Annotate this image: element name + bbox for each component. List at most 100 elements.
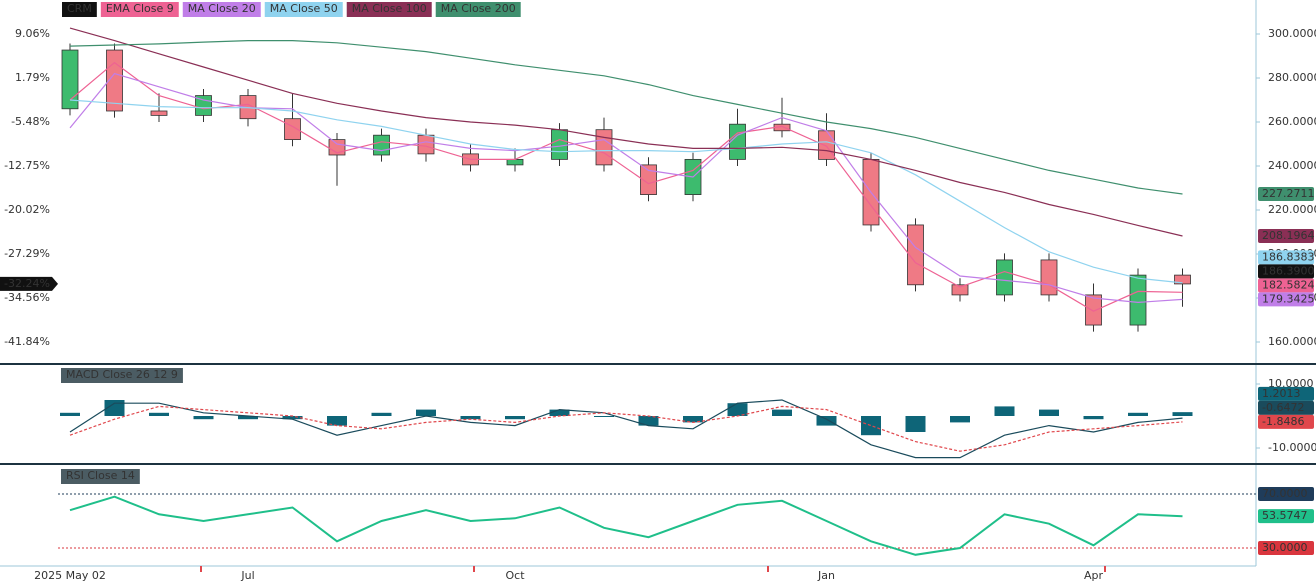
y2-tick-label: -5.48% (11, 115, 50, 128)
legend-chip (100, 2, 179, 17)
candle-body (150, 110, 168, 116)
price-tag-label: 186.8383 (1262, 250, 1315, 263)
y-tick-label: 280.0000 (1268, 71, 1316, 84)
y-tick-label: -10.0000 (1268, 441, 1316, 454)
macd-histogram-bar (371, 412, 392, 416)
x-tick-label: 2025 May 02 (34, 569, 106, 582)
macd-histogram-bar (861, 415, 881, 436)
y2-tick-label: -34.56% (4, 291, 50, 304)
y-tick-label: 260.0000 (1268, 115, 1316, 128)
candle-body (61, 49, 79, 110)
macd-histogram-bar (594, 415, 614, 417)
macd-line (69, 405, 1183, 452)
pane-title-box (61, 368, 183, 383)
price-tag (1258, 278, 1314, 293)
price-tag-label: -1.8486 (1262, 415, 1304, 428)
macd-histogram-bar (950, 415, 970, 423)
macd-line (69, 399, 1183, 459)
macd-histogram-bar (683, 415, 703, 423)
macd-histogram-bar (816, 415, 837, 426)
pane-title: RSI Close 14 (66, 469, 135, 482)
macd-histogram-bar (1083, 415, 1104, 420)
macd-histogram-bar (1128, 412, 1148, 416)
candle-body (551, 129, 568, 160)
macd-histogram-bar (282, 415, 303, 420)
price-tag (1258, 509, 1314, 524)
change-tag (0, 276, 58, 291)
rsi-line (69, 495, 1183, 556)
legend-label: MA Close 20 (188, 2, 256, 15)
x-tick-label: Apr (1084, 569, 1104, 582)
candle-body (1085, 294, 1102, 326)
candle-body (506, 158, 524, 166)
macd-histogram-bar (994, 406, 1015, 416)
price-tag (1258, 186, 1314, 201)
price-tag (1258, 250, 1314, 265)
candle-body (1040, 259, 1058, 296)
y2-tick-label: -12.75% (4, 159, 50, 172)
legend-chip (435, 2, 521, 17)
macd-histogram-bar (416, 409, 436, 416)
macd-histogram-bar (1039, 409, 1059, 416)
price-tag (1258, 228, 1314, 243)
macd-histogram-bar (727, 403, 748, 416)
candle-body (595, 129, 613, 166)
macd-histogram-bar (905, 415, 926, 432)
price-tag-label: -0.6472 (1262, 401, 1304, 414)
candle-body (417, 134, 435, 155)
candle-body (373, 134, 390, 156)
candle-body (907, 224, 924, 286)
y-tick-label: 160.0000 (1268, 335, 1316, 348)
legend-chip (346, 2, 432, 17)
y-tick-label: 30.0000 (1262, 541, 1308, 554)
y-tick-label: 70.0000 (1262, 487, 1308, 500)
macd-histogram-bar (238, 415, 258, 420)
price-tag (1258, 414, 1314, 429)
macd-histogram-bar (549, 409, 570, 416)
legend-chip (62, 2, 97, 17)
macd-histogram-bar (327, 415, 347, 426)
price-tag-label: 186.3900 (1262, 264, 1315, 277)
y-tick-label: 220.0000 (1268, 203, 1316, 216)
price-tag (1258, 264, 1314, 279)
y2-tick-label: -41.84% (4, 335, 50, 348)
macd-histogram-bar (505, 415, 525, 420)
ma-line (69, 27, 1183, 237)
candle-body (729, 123, 746, 160)
candle-body (818, 130, 835, 160)
macd-histogram-bar (104, 400, 125, 416)
price-tag-label: 179.3425 (1262, 292, 1315, 305)
price-tag (1258, 386, 1314, 401)
macd-histogram-bar (772, 409, 792, 416)
candle-body (951, 284, 969, 296)
ma-line (69, 40, 1183, 195)
pane-title: MACD Close 26 12 9 (66, 368, 178, 381)
price-tag-label: 1.2013 (1262, 387, 1301, 400)
y-tick-label: 240.0000 (1268, 159, 1316, 172)
y2-tick-label: 9.06% (15, 27, 50, 40)
candle-body (640, 164, 657, 195)
macd-histogram-bar (149, 412, 169, 416)
legend-chip (182, 2, 261, 17)
y2-tick-label: -20.02% (4, 203, 50, 216)
price-tag (1258, 486, 1314, 501)
macd-histogram-bar (60, 412, 80, 416)
x-tick-label: Jan (817, 569, 835, 582)
pane-title-box (61, 469, 140, 484)
price-tag-label: 208.1964 (1262, 229, 1315, 242)
price-tag (1258, 292, 1314, 307)
legend-label: MA Close 100 (352, 2, 427, 15)
legend-label: MA Close 50 (270, 2, 338, 15)
price-tag (1258, 400, 1314, 415)
x-tick-label: Jul (240, 569, 254, 582)
macd-histogram-bar (460, 415, 481, 420)
legend-label: EMA Close 9 (106, 2, 174, 15)
price-tag-label: 182.5824 (1262, 278, 1315, 291)
legend-label: CRM (67, 2, 92, 15)
macd-histogram-bar (193, 415, 214, 420)
candle-body (328, 139, 346, 156)
price-tag (1258, 541, 1314, 556)
